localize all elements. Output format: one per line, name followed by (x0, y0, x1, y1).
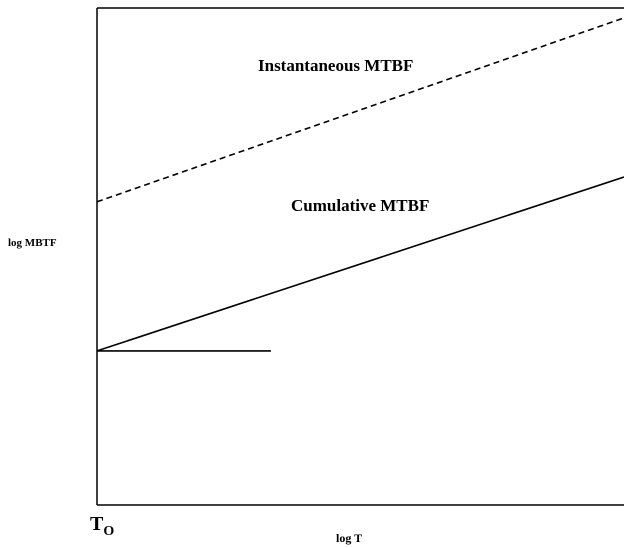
x-axis-label: log T (336, 531, 362, 545)
x-tick-label-origin: TO (90, 513, 114, 539)
series-line-cumulative-mtbf (96, 176, 624, 352)
series-line-instantaneous-mtbf (96, 17, 624, 203)
series-label-cumulative: Cumulative MTBF (291, 196, 429, 215)
y-axis-label: log MBTF (8, 237, 57, 249)
series-label-instantaneous: Instantaneous MTBF (258, 56, 413, 75)
x-tick-label-subscript: O (103, 524, 114, 539)
x-tick-label-main: T (90, 513, 104, 535)
series-layer (96, 17, 624, 352)
